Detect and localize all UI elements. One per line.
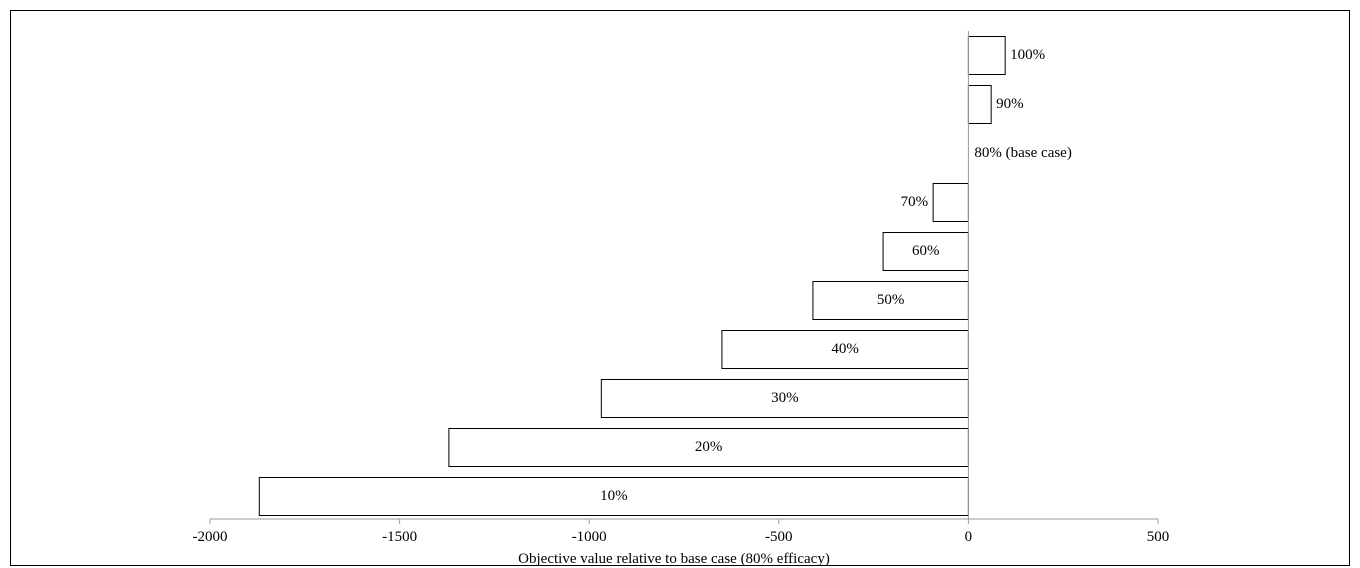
bar bbox=[967, 85, 992, 124]
bar-label: 100% bbox=[1010, 47, 1045, 63]
bar-label: 10% bbox=[600, 488, 628, 504]
bar bbox=[721, 330, 969, 369]
bar-label: 30% bbox=[771, 390, 799, 406]
chart-frame: 100% 90% 80% (base case) 70% 60% 50% 40% 30% 20%… bbox=[10, 10, 1350, 566]
x-axis-ticks: -2000 -1500 -1000 -500 0 500 bbox=[193, 519, 1170, 545]
x-tick-label: -1500 bbox=[382, 529, 417, 545]
bar-chart: 100% 90% 80% (base case) 70% 60% 50% 40% 30% 20%… bbox=[193, 31, 1170, 565]
bar bbox=[258, 477, 969, 516]
x-tick-label: -1000 bbox=[572, 529, 607, 545]
bar bbox=[600, 379, 969, 418]
bar bbox=[967, 36, 1006, 75]
x-tick-label: 0 bbox=[965, 529, 973, 545]
bar bbox=[882, 232, 969, 271]
bar bbox=[812, 281, 969, 320]
bars-group bbox=[258, 36, 1006, 516]
bar-label: 70% bbox=[901, 194, 929, 210]
bar-label: 20% bbox=[695, 439, 723, 455]
x-tick-label: -2000 bbox=[193, 529, 228, 545]
bar-label: 80% (base case) bbox=[974, 145, 1071, 161]
bar-label: 50% bbox=[877, 292, 905, 308]
bar bbox=[448, 428, 969, 467]
bar-label: 90% bbox=[996, 96, 1024, 112]
bar-label: 40% bbox=[831, 341, 859, 357]
bar bbox=[932, 183, 969, 222]
x-tick-label: 500 bbox=[1147, 529, 1170, 545]
bar-label: 60% bbox=[912, 243, 940, 259]
x-tick-label: -500 bbox=[765, 529, 793, 545]
bar-labels-group: 100% 90% 80% (base case) 70% 60% 50% 40% 30% 20%… bbox=[600, 47, 1072, 504]
x-axis-title: Objective value relative to base case (8… bbox=[518, 551, 830, 565]
